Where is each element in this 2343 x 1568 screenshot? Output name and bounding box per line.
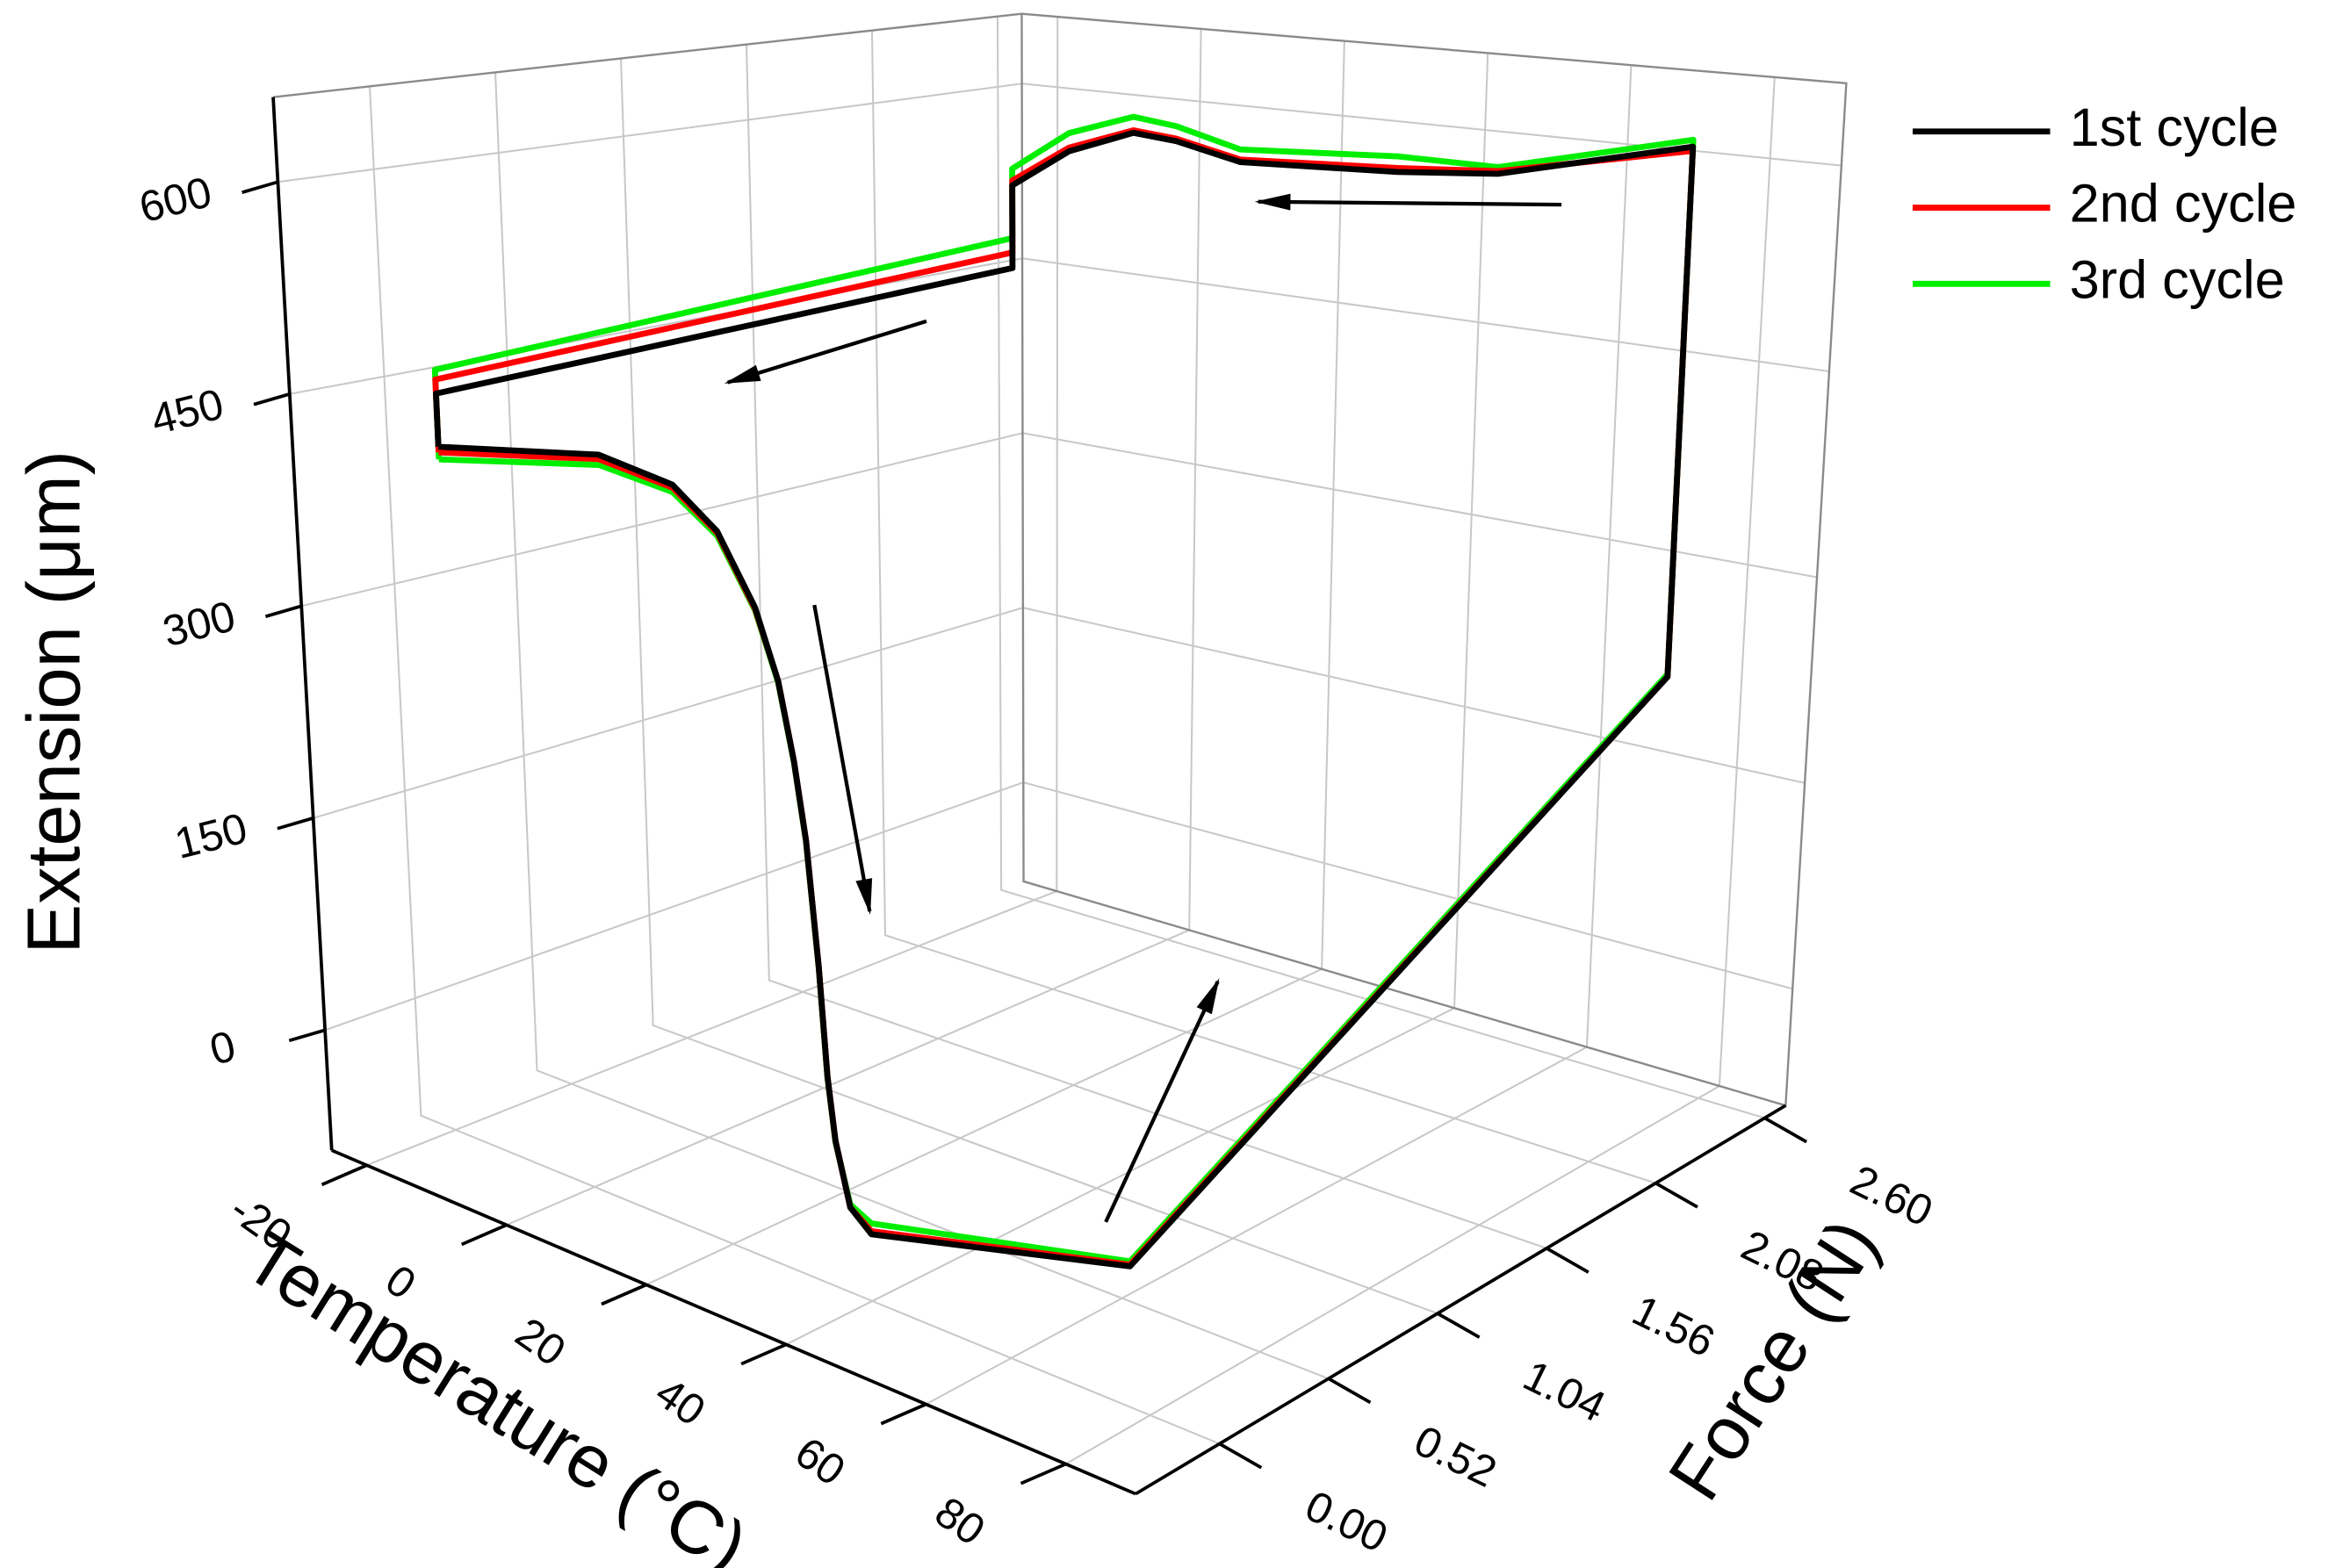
grid-line bbox=[870, 30, 1656, 1184]
x-tick bbox=[460, 1223, 508, 1247]
legend-label: 1st cycle bbox=[2070, 97, 2279, 157]
y-tick bbox=[1437, 1312, 1481, 1339]
x-tick bbox=[880, 1402, 927, 1426]
x-tick bbox=[601, 1283, 647, 1306]
y-tick bbox=[1327, 1377, 1372, 1405]
x-tick bbox=[740, 1342, 787, 1366]
grid-line bbox=[745, 44, 1547, 1249]
x-tick bbox=[321, 1163, 368, 1187]
series-group bbox=[431, 113, 1697, 1270]
x-axis-line bbox=[331, 1148, 1136, 1496]
direction-arrow bbox=[724, 319, 927, 385]
legend-label: 3rd cycle bbox=[2070, 250, 2285, 310]
x-tick bbox=[1020, 1462, 1067, 1485]
legend-label: 2nd cycle bbox=[2070, 174, 2297, 234]
z-tick bbox=[288, 1028, 326, 1043]
y-tick bbox=[1763, 1116, 1808, 1144]
z-axis-line bbox=[271, 97, 334, 1151]
grid-line bbox=[996, 16, 1765, 1119]
z-tick bbox=[277, 816, 314, 831]
direction-arrow bbox=[1104, 978, 1220, 1223]
y-tick bbox=[1218, 1442, 1263, 1470]
arrows bbox=[724, 193, 1562, 1223]
y-tick bbox=[1655, 1182, 1698, 1209]
y-tick bbox=[1546, 1247, 1590, 1274]
y-axis-line bbox=[1135, 1104, 1787, 1496]
wall-frame bbox=[272, 12, 1848, 1107]
z-axis-title: Extension (μm) bbox=[13, 450, 97, 954]
z-tick bbox=[253, 392, 291, 406]
grid-line bbox=[494, 72, 1330, 1380]
direction-arrow bbox=[812, 604, 873, 915]
legend: 1st cycle 2nd cycle 3rd cycle bbox=[1912, 97, 2297, 310]
series-line bbox=[433, 129, 1697, 1270]
z-tick bbox=[264, 604, 302, 619]
z-tick bbox=[242, 180, 278, 194]
frame bbox=[271, 12, 1848, 1496]
grid-line bbox=[369, 86, 1221, 1445]
direction-arrow bbox=[1254, 193, 1562, 211]
